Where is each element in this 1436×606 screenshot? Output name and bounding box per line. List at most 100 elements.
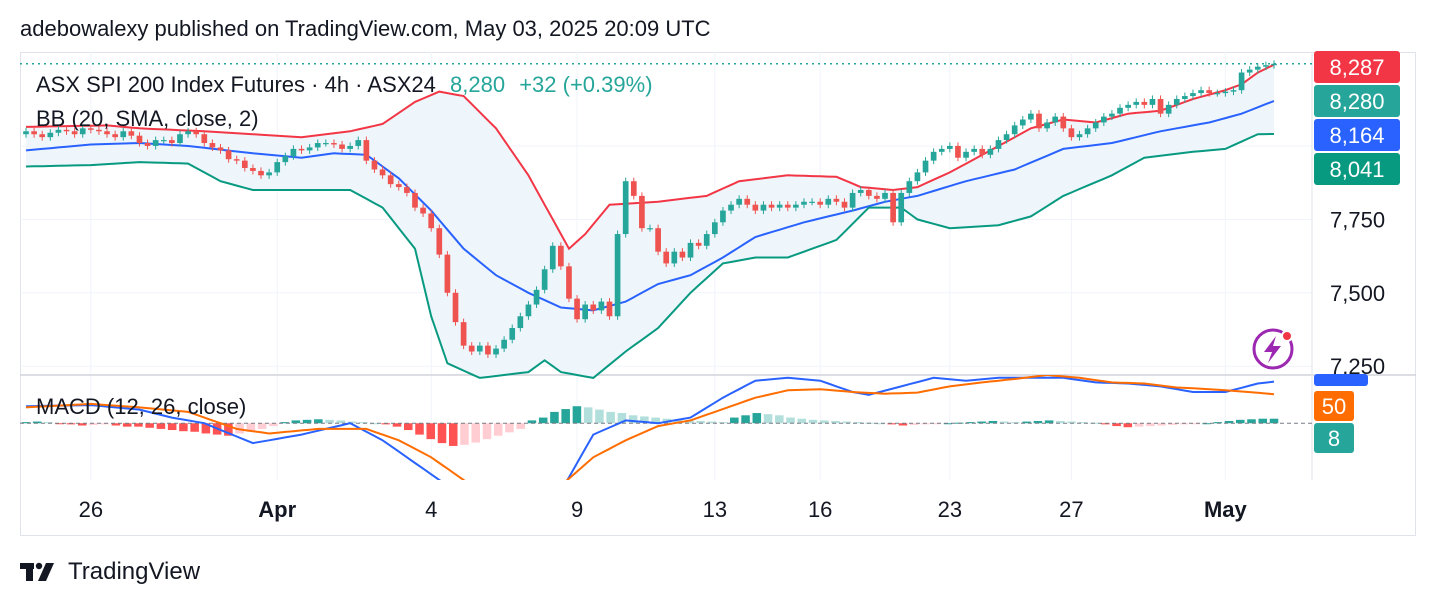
candle-body [655, 228, 661, 252]
candle-body [533, 289, 540, 305]
macd-histogram-bar [831, 420, 840, 424]
macd-histogram-bar [190, 423, 199, 432]
tradingview-brand-text: TradingView [68, 558, 201, 585]
tradingview-footer[interactable]: TradingView [20, 558, 200, 586]
candle-body [1100, 116, 1107, 123]
candle-body [857, 190, 864, 193]
candle-body [128, 131, 135, 136]
candle-body [420, 207, 426, 214]
macd-histogram-bar [909, 423, 919, 425]
symbol-legend[interactable]: ASX SPI 200 Index Futures · 4h · ASX24 8… [36, 72, 653, 98]
candle-body [1044, 122, 1050, 129]
candle-body [1019, 119, 1026, 126]
candle-body [225, 150, 232, 160]
time-axis-label: Apr [258, 497, 296, 522]
candle-body [574, 298, 580, 320]
macd-histogram-bar [1269, 418, 1279, 424]
macd-histogram-bar [77, 423, 87, 426]
candle-body [460, 322, 467, 346]
candle-body [1182, 96, 1188, 99]
macd-histogram-bar [156, 423, 166, 429]
candle-body [695, 242, 702, 246]
macd-histogram-bar [448, 423, 458, 446]
macd-badge-label: 8 [1328, 426, 1340, 451]
macd-histogram-bar [696, 420, 705, 424]
candle-body [23, 131, 29, 135]
macd-histogram-bar [1213, 422, 1223, 424]
macd-indicator-legend[interactable]: MACD (12, 26, close) [36, 394, 247, 419]
candle-body [801, 201, 807, 205]
macd-histogram-bar [89, 423, 98, 425]
macd-histogram-bar [111, 423, 121, 426]
candle-body [930, 151, 937, 161]
published-line: adebowalexy published on TradingView.com… [20, 16, 711, 41]
candle-body [809, 201, 815, 203]
macd-histogram-bar [325, 419, 334, 424]
candle-body [1003, 134, 1010, 141]
candle-body [55, 129, 62, 133]
lightning-icon[interactable] [1252, 328, 1294, 370]
candle-body [241, 160, 248, 168]
candle-body [96, 129, 102, 132]
macd-histogram-bar [1123, 423, 1133, 428]
candle-body [274, 162, 281, 173]
price-badge-label: 8,280 [1329, 89, 1384, 114]
macd-histogram-bar [280, 422, 289, 424]
macd-histogram-bar [1157, 423, 1166, 426]
macd-histogram-bar [651, 417, 660, 424]
candle-body [679, 251, 686, 258]
macd-histogram-bar [1044, 420, 1054, 424]
macd-histogram-bar [167, 423, 177, 431]
candle-body [152, 140, 159, 146]
candle-body [371, 160, 378, 170]
candle-body [606, 301, 613, 317]
candle-body [898, 192, 905, 223]
candle-body [347, 145, 353, 149]
candle-body [874, 195, 880, 199]
candle-body [412, 192, 418, 208]
candle-body [1238, 72, 1245, 91]
candle-body [1230, 90, 1237, 92]
macd-histogram-bar [1011, 422, 1020, 424]
macd-histogram-bar [336, 420, 346, 424]
candle-body [671, 251, 678, 264]
candle-body [728, 204, 734, 211]
candle-body [476, 345, 483, 352]
candle-body [1036, 113, 1042, 129]
candle-body [112, 134, 118, 138]
time-axis-label: 16 [808, 497, 832, 522]
macd-badge [1314, 391, 1354, 421]
macd-histogram-bar [381, 423, 391, 425]
bollinger-band-fill [26, 64, 1274, 378]
candle-body [906, 181, 913, 193]
macd-histogram-bar [269, 423, 278, 427]
macd-histogram-bar [797, 418, 807, 424]
bb-indicator-legend[interactable]: BB (20, SMA, close, 2) [36, 106, 259, 131]
candle-body [549, 245, 556, 270]
candle-body [1060, 116, 1067, 129]
macd-histogram-bar [572, 406, 582, 424]
bollinger-lower-line [25, 133, 1275, 379]
candle-body [404, 187, 410, 193]
candle-body [598, 301, 605, 311]
macd-histogram-bar [876, 423, 885, 425]
macd-histogram-bar [1168, 423, 1178, 425]
macd-histogram-bar [887, 423, 897, 425]
candle-body [517, 316, 524, 329]
price-badges: 8,287 8,280 8,164 8,041 50 8 [1314, 51, 1400, 453]
candle-body [1149, 98, 1156, 105]
macd-line [25, 376, 1275, 480]
candle-body [120, 131, 127, 138]
candle-body [768, 204, 775, 208]
macd-histogram-bar [999, 421, 1009, 424]
macd-histogram-bar [966, 422, 975, 424]
chart-container[interactable] [20, 52, 1416, 536]
macd-histogram-bar [640, 416, 649, 424]
candle-body [436, 228, 443, 255]
macd-histogram-bar [1247, 419, 1256, 424]
candle-body [1190, 93, 1196, 97]
candle-body [1052, 116, 1059, 123]
macd-histogram-bar [482, 423, 492, 440]
candle-body [1173, 98, 1180, 105]
